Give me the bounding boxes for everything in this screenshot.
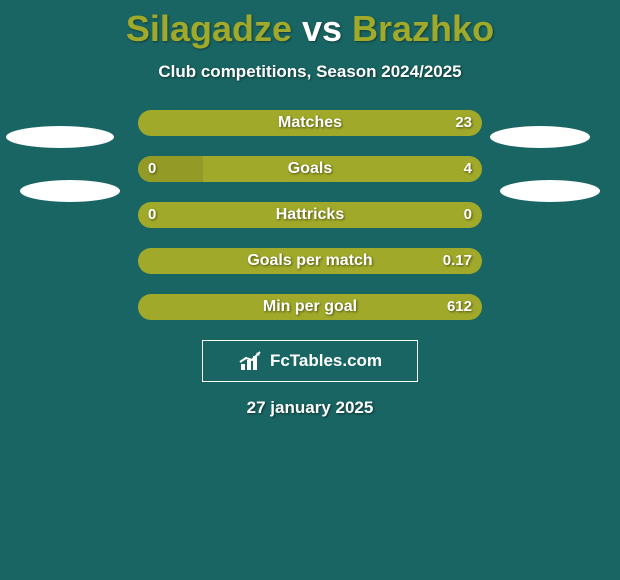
stat-value-right: 4 [464, 156, 472, 182]
player-right-name: Brazhko [352, 8, 494, 49]
stat-value-right: 0.17 [443, 248, 472, 274]
subtitle: Club competitions, Season 2024/2025 [0, 62, 620, 82]
brand-text: FcTables.com [270, 351, 382, 371]
stat-label: Hattricks [138, 202, 482, 228]
stat-value-right: 23 [455, 110, 472, 136]
decor-ellipse [490, 126, 590, 148]
stat-label: Goals per match [138, 248, 482, 274]
stat-label: Min per goal [138, 294, 482, 320]
stat-label: Matches [138, 110, 482, 136]
stat-row: Goals0 4 [138, 156, 482, 182]
stat-row: Matches23 [138, 110, 482, 136]
brand-box: FcTables.com [202, 340, 418, 382]
date-text: 27 january 2025 [0, 398, 620, 418]
title-vs: vs [292, 8, 352, 49]
chart-icon [238, 350, 264, 372]
player-left-name: Silagadze [126, 8, 292, 49]
comparison-card: Silagadze vs Brazhko Club competitions, … [0, 0, 620, 580]
decor-ellipse [500, 180, 600, 202]
stat-label: Goals [138, 156, 482, 182]
stat-value-right: 612 [447, 294, 472, 320]
stat-row: Hattricks0 0 [138, 202, 482, 228]
decor-ellipse [20, 180, 120, 202]
stat-value-right: 0 [464, 202, 472, 228]
stats-list: Matches23Goals04Hattricks00Goals per mat… [138, 110, 482, 320]
stat-row: Min per goal612 [138, 294, 482, 320]
stat-row: Goals per match0.17 [138, 248, 482, 274]
stat-value-left: 0 [148, 156, 156, 182]
stat-value-left: 0 [148, 202, 156, 228]
decor-ellipse [6, 126, 114, 148]
page-title: Silagadze vs Brazhko [0, 0, 620, 50]
